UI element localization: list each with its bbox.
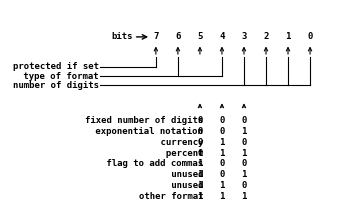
Text: number of digits: number of digits (13, 81, 99, 90)
Text: 1: 1 (285, 32, 291, 41)
Text: unused: unused (96, 181, 203, 190)
Text: flag to add commas: flag to add commas (101, 159, 203, 168)
Text: 2: 2 (263, 32, 269, 41)
Text: 1: 1 (197, 181, 203, 190)
Text: bits: bits (111, 32, 133, 41)
Text: 0: 0 (219, 159, 225, 168)
Text: unused: unused (96, 170, 203, 179)
Text: 0: 0 (197, 138, 203, 147)
Text: 1: 1 (241, 148, 247, 158)
Text: percent: percent (96, 148, 203, 158)
Text: 0: 0 (241, 181, 247, 190)
Text: other format: other format (96, 192, 203, 201)
Text: 1: 1 (241, 170, 247, 179)
Text: 0: 0 (197, 127, 203, 136)
Text: 0: 0 (219, 127, 225, 136)
Text: 0: 0 (241, 138, 247, 147)
Text: 0: 0 (219, 116, 225, 125)
Text: 6: 6 (175, 32, 180, 41)
Text: type of format: type of format (18, 72, 99, 81)
Text: 1: 1 (197, 170, 203, 179)
Text: 4: 4 (219, 32, 225, 41)
Text: 1: 1 (219, 181, 225, 190)
Text: 3: 3 (241, 32, 247, 41)
Text: currency: currency (96, 138, 203, 147)
Text: 1: 1 (219, 148, 225, 158)
Text: 0: 0 (197, 116, 203, 125)
Text: 1: 1 (197, 192, 203, 201)
Text: 5: 5 (197, 32, 203, 41)
Text: 0: 0 (241, 116, 247, 125)
Text: 1: 1 (219, 138, 225, 147)
Text: exponential notation: exponential notation (90, 127, 203, 136)
Text: 0: 0 (219, 170, 225, 179)
Text: 0: 0 (197, 148, 203, 158)
Text: 1: 1 (241, 127, 247, 136)
Text: fixed number of digits: fixed number of digits (85, 116, 203, 125)
Text: 0: 0 (241, 159, 247, 168)
Text: 1: 1 (219, 192, 225, 201)
Text: 1: 1 (241, 192, 247, 201)
Text: protected if set: protected if set (13, 62, 99, 71)
Text: 1: 1 (197, 159, 203, 168)
Text: 0: 0 (307, 32, 313, 41)
Text: 7: 7 (153, 32, 158, 41)
